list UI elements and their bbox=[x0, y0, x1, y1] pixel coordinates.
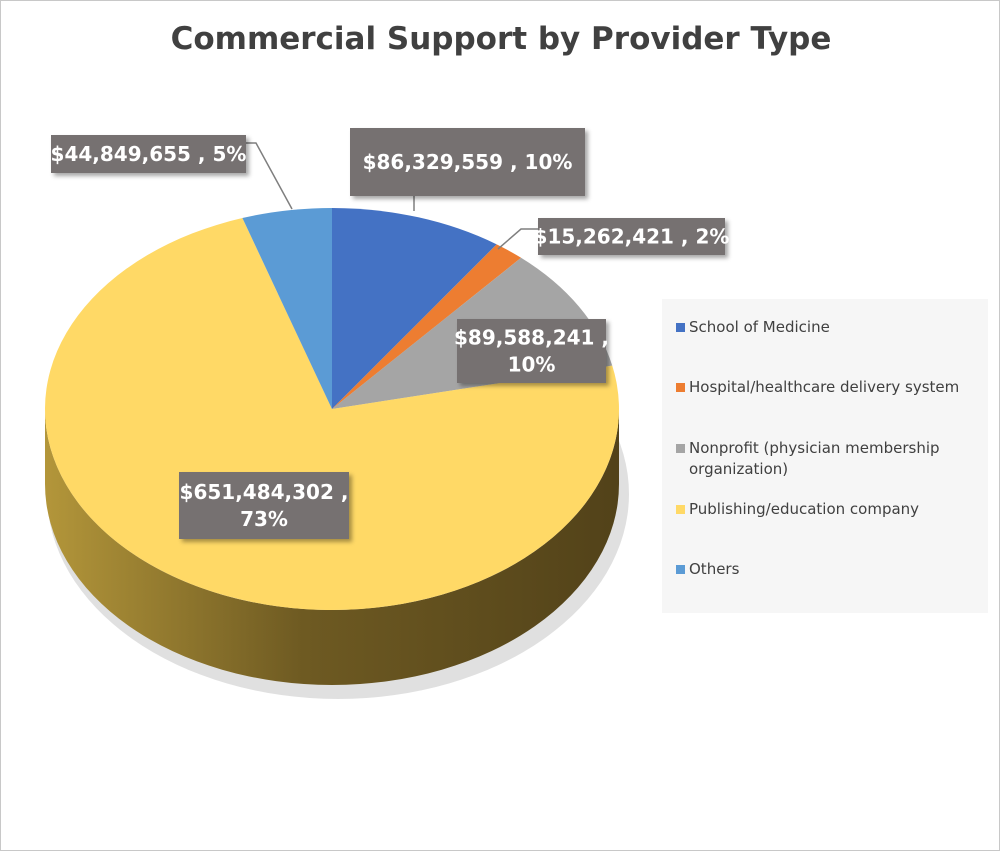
label-leader-line bbox=[497, 228, 538, 250]
data-label-text: 10% bbox=[508, 353, 556, 377]
data-label-text: 73% bbox=[240, 507, 288, 531]
legend-label: Publishing/education company bbox=[689, 500, 920, 518]
legend-swatch bbox=[676, 505, 685, 514]
pie-slice bbox=[332, 208, 497, 409]
label-leader-line bbox=[246, 142, 293, 210]
legend-label: Others bbox=[689, 560, 740, 578]
legend-label: Hospital/healthcare delivery system bbox=[689, 378, 960, 396]
data-label: $86,329,559 , 10% bbox=[350, 128, 585, 196]
data-label: $15,262,421 , 2% bbox=[534, 218, 730, 255]
data-label-text: $651,484,302 , bbox=[180, 480, 349, 504]
data-label-text: $89,588,241 , bbox=[454, 326, 609, 350]
chart-title: Commercial Support by Provider Type bbox=[170, 21, 832, 57]
data-label-box bbox=[457, 319, 606, 383]
legend-label: School of Medicine bbox=[689, 318, 830, 336]
data-label-text: $44,849,655 , 5% bbox=[51, 142, 247, 166]
data-label-text: $15,262,421 , 2% bbox=[534, 225, 730, 249]
legend-swatch bbox=[676, 565, 685, 574]
data-label: $89,588,241 , 10% bbox=[454, 319, 609, 383]
data-label-box bbox=[51, 135, 246, 173]
legend-swatch bbox=[676, 383, 685, 392]
data-label-box bbox=[538, 218, 725, 255]
data-label-box bbox=[179, 472, 349, 539]
pie-slice bbox=[242, 208, 332, 409]
pie-slice bbox=[332, 244, 522, 409]
legend-swatch bbox=[676, 323, 685, 332]
data-label-box bbox=[350, 128, 585, 196]
legend-swatch bbox=[676, 444, 685, 453]
data-label: $44,849,655 , 5% bbox=[51, 135, 247, 173]
data-label-text: $86,329,559 , 10% bbox=[363, 150, 573, 174]
legend-label: Nonprofit (physician membership organiza… bbox=[689, 439, 940, 478]
chart-legend: School of Medicine Hospital/healthcare d… bbox=[662, 299, 988, 613]
data-label: $651,484,302 , 73% bbox=[179, 472, 349, 539]
pie-side-wall bbox=[45, 409, 619, 685]
